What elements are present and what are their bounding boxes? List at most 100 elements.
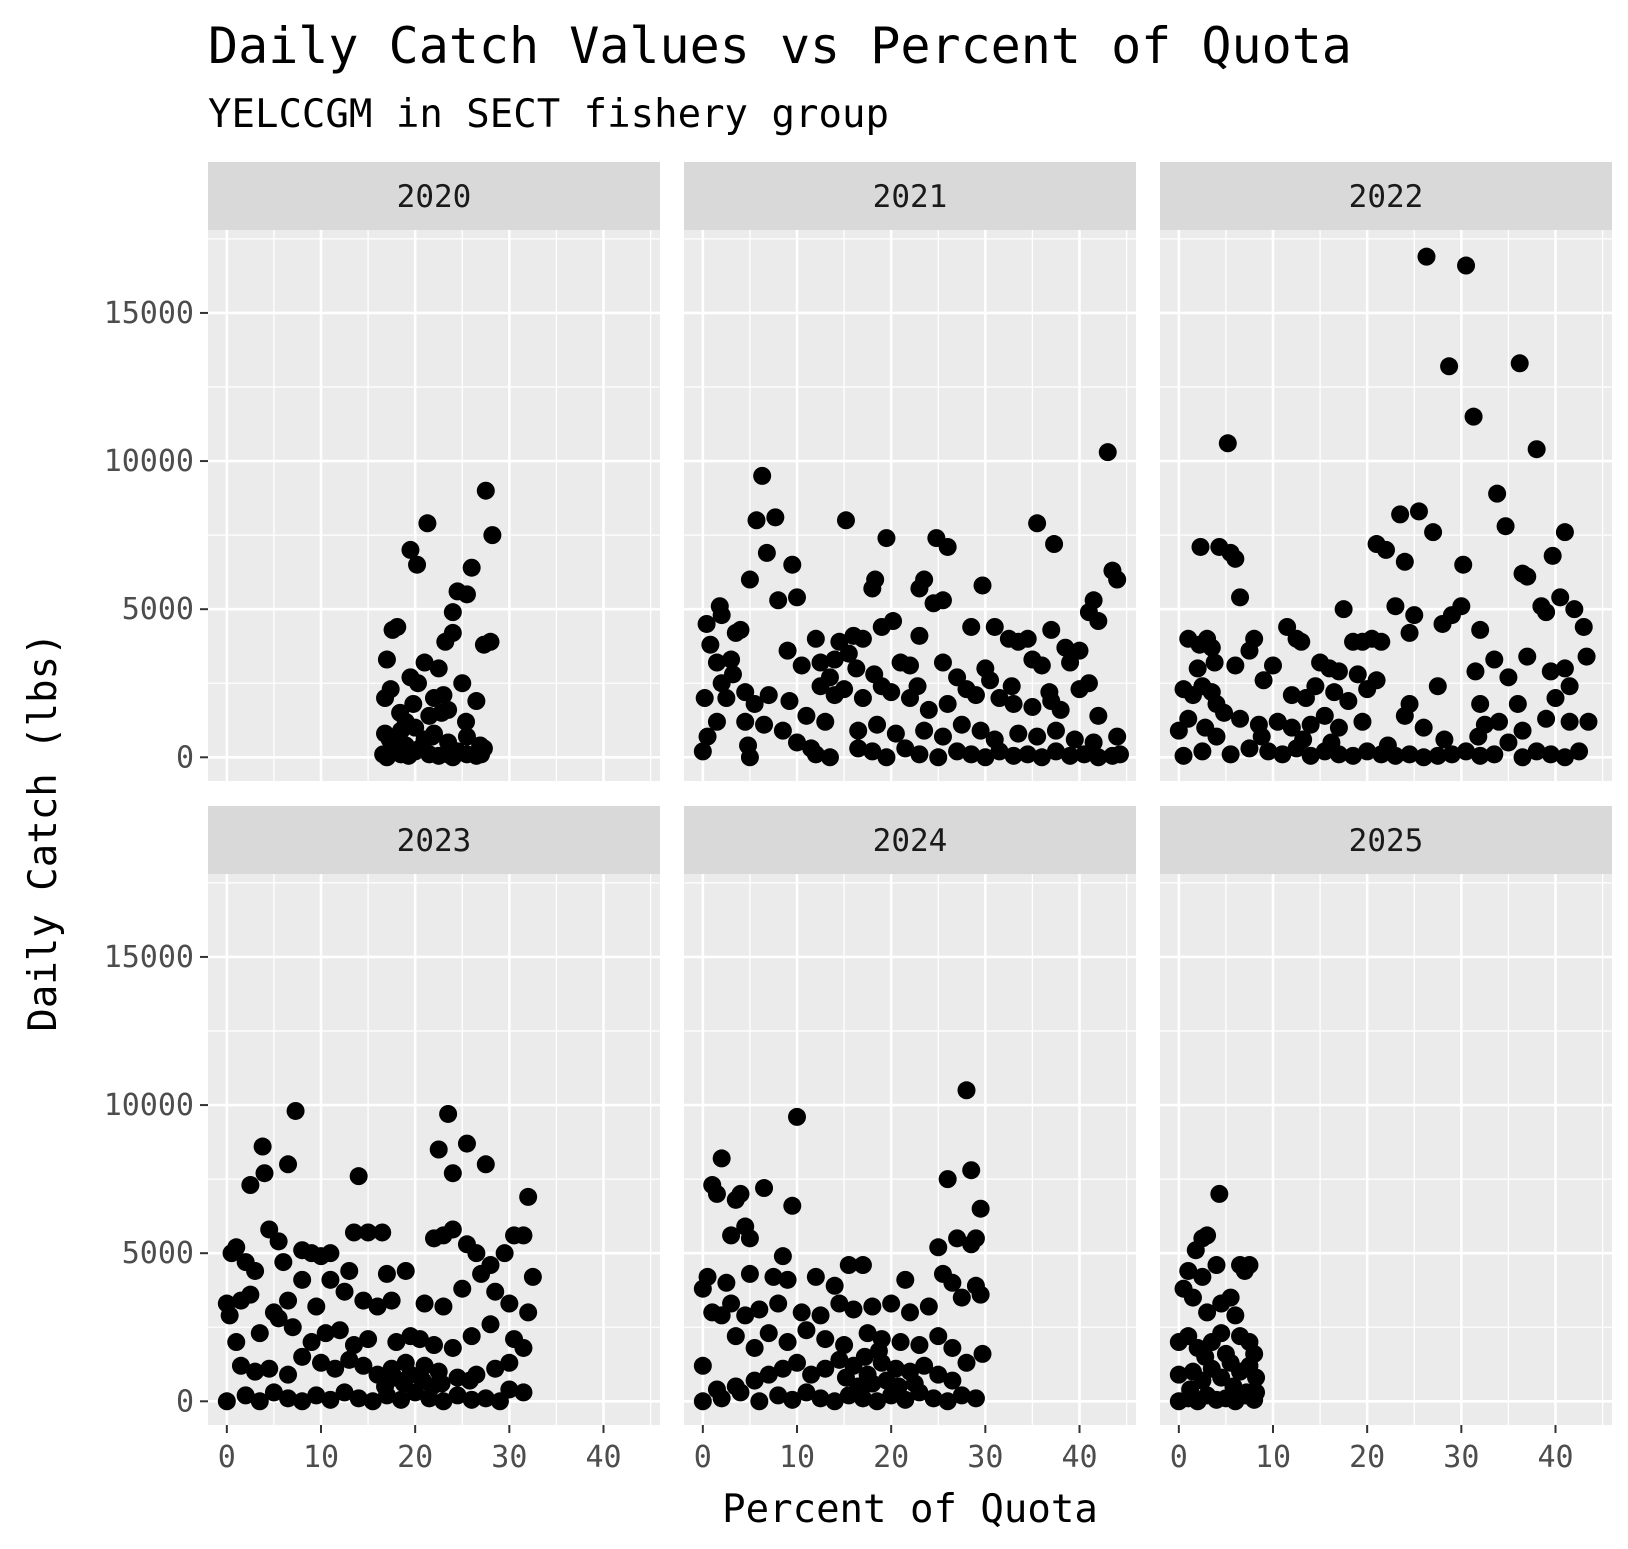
data-point [1329, 662, 1348, 681]
facet-strip-label: 2025 [1349, 823, 1424, 859]
data-point [476, 481, 495, 500]
data-point [910, 745, 929, 764]
data-point [971, 1199, 990, 1218]
data-point [962, 745, 981, 764]
data-point [707, 653, 726, 672]
data-point [1442, 745, 1461, 764]
data-point [1424, 523, 1443, 542]
data-point [1565, 600, 1584, 619]
data-point [1344, 746, 1363, 765]
data-point [359, 1223, 378, 1242]
data-point [778, 1333, 797, 1352]
data-point [1179, 709, 1198, 728]
data-point [1221, 1288, 1240, 1307]
data-point [217, 1392, 236, 1411]
data-point [853, 1256, 872, 1275]
data-point [1386, 597, 1405, 616]
facet-strip-label: 2020 [397, 179, 472, 215]
facet-strip-label: 2021 [873, 179, 948, 215]
data-point [1108, 570, 1127, 589]
data-point [1065, 730, 1084, 749]
data-point [933, 727, 952, 746]
data-point [712, 1306, 731, 1325]
data-point [1259, 742, 1278, 761]
data-point [1377, 540, 1395, 559]
data-point [971, 1285, 990, 1304]
data-point [919, 700, 938, 719]
data-point [359, 1330, 378, 1349]
data-point [811, 653, 830, 672]
data-point [698, 727, 717, 746]
data-point [410, 1330, 429, 1349]
data-point [1457, 742, 1476, 761]
data-point [1215, 703, 1234, 722]
data-point [896, 1270, 915, 1289]
data-point [1292, 632, 1311, 651]
data-point [406, 742, 425, 761]
data-point [1358, 742, 1377, 761]
data-point [755, 1179, 774, 1198]
data-point [910, 626, 929, 645]
data-point [952, 1386, 971, 1405]
data-point [481, 1315, 500, 1334]
data-point [443, 1338, 462, 1357]
data-point [745, 1371, 764, 1390]
data-point [1183, 1288, 1202, 1307]
data-point [849, 721, 868, 740]
data-point [836, 511, 855, 530]
data-point [1191, 537, 1210, 556]
data-point [495, 1244, 514, 1263]
x-tick-label: 0 [218, 1440, 236, 1475]
data-point [1435, 730, 1454, 749]
data-point [1089, 612, 1108, 631]
y-tick-label: 0 [176, 740, 194, 775]
data-point [1466, 662, 1485, 681]
x-tick-label: 20 [873, 1440, 909, 1475]
data-point [349, 1167, 368, 1186]
data-point [816, 1359, 835, 1378]
data-point [307, 1386, 326, 1405]
data-point [283, 1318, 302, 1337]
data-point [816, 712, 835, 731]
data-point [330, 1321, 349, 1340]
data-point [1028, 727, 1047, 746]
data-point [363, 1392, 382, 1411]
data-point [264, 1383, 283, 1402]
data-point [1334, 600, 1353, 619]
data-point [919, 1297, 938, 1316]
data-point [929, 1365, 948, 1384]
data-point [1414, 748, 1433, 767]
data-point [1045, 535, 1064, 554]
data-point [373, 1223, 392, 1242]
data-point [847, 659, 866, 678]
data-point [1268, 712, 1287, 731]
data-point [1555, 659, 1574, 678]
data-point [1541, 662, 1560, 681]
data-point [1464, 407, 1483, 426]
data-point [1400, 745, 1419, 764]
y-tick-label: 15000 [104, 940, 194, 975]
data-point [1252, 727, 1271, 746]
data-point [307, 1297, 326, 1316]
data-point [806, 1267, 825, 1286]
data-point [882, 683, 901, 702]
data-point [443, 1220, 462, 1239]
data-point [1541, 745, 1560, 764]
data-point [220, 1306, 239, 1325]
data-point [915, 721, 934, 740]
data-point [1485, 745, 1504, 764]
data-point [1301, 715, 1320, 734]
data-point [764, 1267, 783, 1286]
data-point [349, 1389, 368, 1408]
y-tick-label: 15000 [104, 296, 194, 331]
data-point [1560, 712, 1579, 731]
data-point [486, 1359, 505, 1378]
data-point [279, 1155, 298, 1174]
data-point [388, 617, 407, 636]
data-point [376, 1377, 395, 1396]
data-point [377, 748, 396, 767]
x-tick-label: 40 [585, 1440, 621, 1475]
data-point [1023, 697, 1042, 716]
data-point [1395, 706, 1414, 725]
data-point [797, 1321, 816, 1340]
